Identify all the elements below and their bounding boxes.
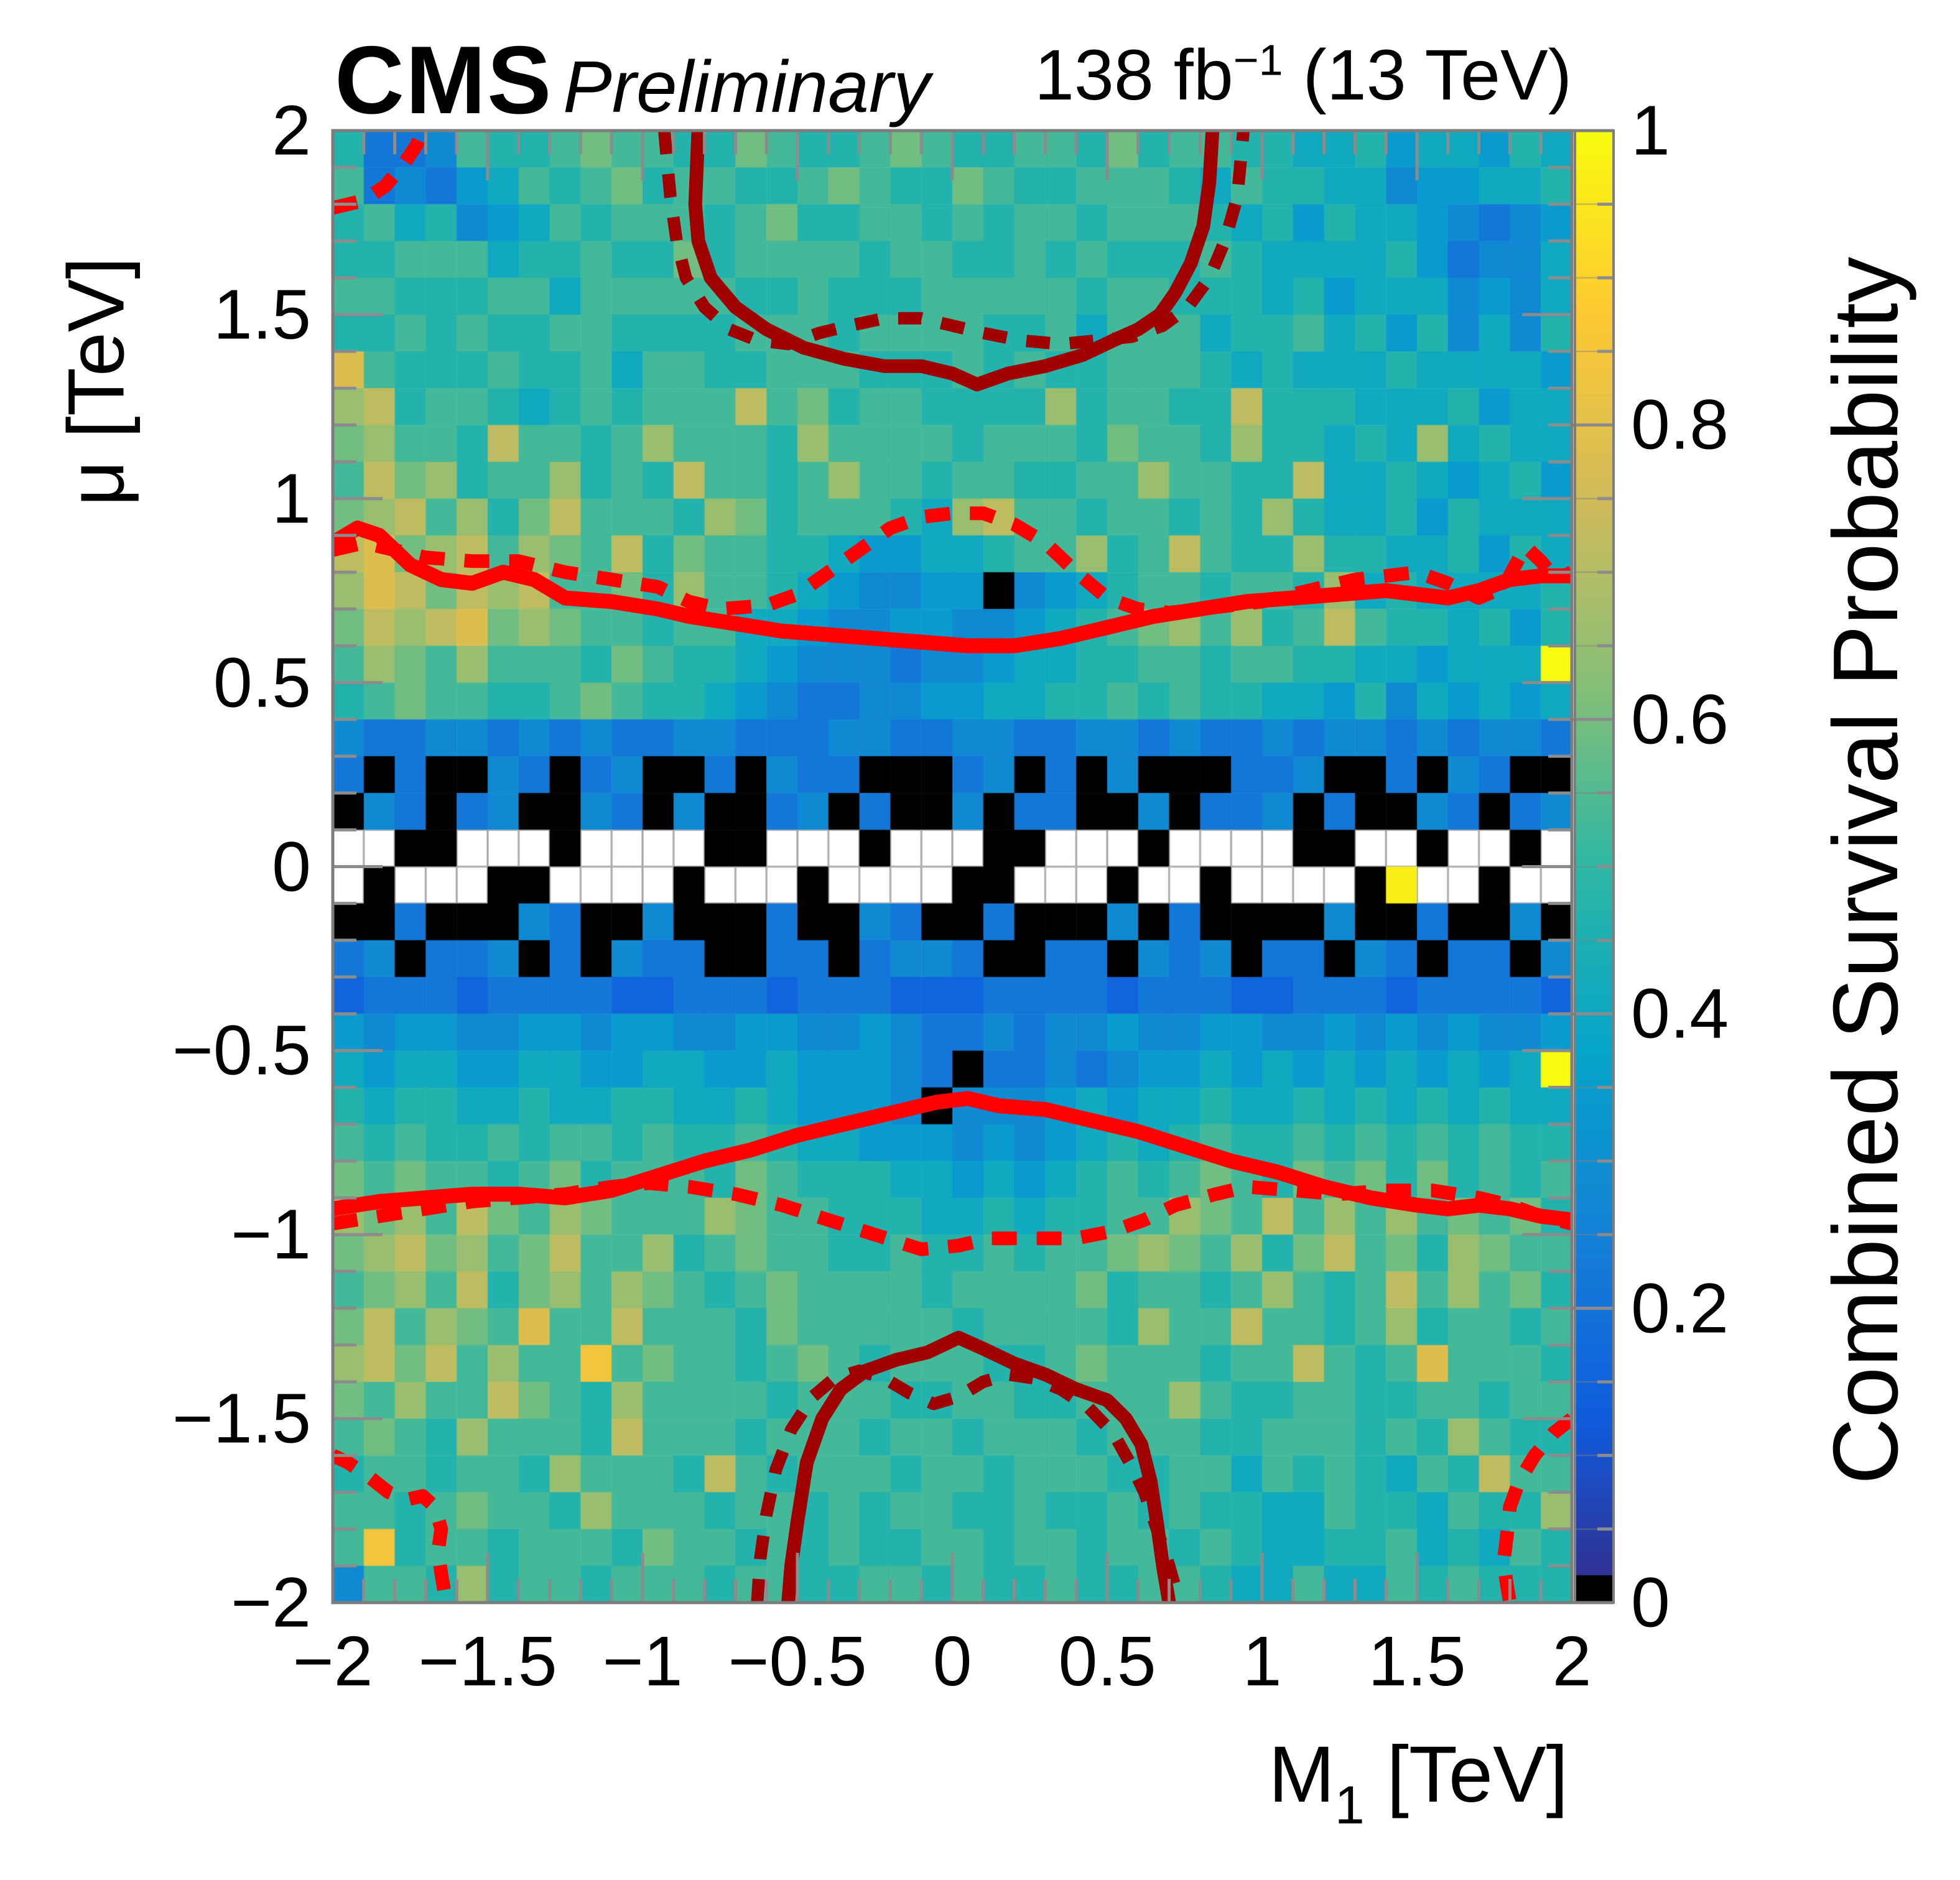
plot-frame	[331, 129, 1574, 1604]
contour-expected-bottom-left-corner	[333, 1449, 454, 1603]
colorbar-tick-label-0.2: 0.2	[1631, 1269, 1729, 1348]
x-axis-title-main: M	[1268, 1730, 1335, 1819]
y-tick-label-0.5: 0.5	[213, 643, 311, 722]
x-tick-label-2: 2	[1552, 1622, 1592, 1700]
x-tick-label-1.5: 1.5	[1368, 1622, 1466, 1700]
y-tick-label-−0.5: −0.5	[172, 1011, 311, 1090]
contour-darkred-observed-upper	[688, 131, 1220, 392]
x-tick-label-0.5: 0.5	[1058, 1622, 1156, 1700]
lumi-suffix: (13 TeV)	[1283, 35, 1572, 115]
lumi-exponent: −1	[1233, 35, 1283, 85]
contour-darkred-expected-lower	[751, 1364, 1185, 1603]
x-axis-title-sub: 1	[1334, 1776, 1365, 1835]
y-tick-label-1.5: 1.5	[213, 275, 311, 354]
colorbar-tick-label-0.8: 0.8	[1631, 385, 1729, 464]
lumi-prefix: 138 fb	[1034, 35, 1233, 115]
contour-expected-upper	[333, 506, 1572, 620]
contour-observed-upper	[333, 521, 1572, 654]
contour-expected-top-left-corner	[333, 131, 429, 215]
contour-expected-lower	[333, 1176, 1572, 1256]
x-tick-label-−0.5: −0.5	[728, 1622, 867, 1700]
colorbar-tick-label-0.6: 0.6	[1631, 680, 1729, 759]
x-tick-label-−2: −2	[292, 1622, 373, 1700]
x-tick-label-−1.5: −1.5	[418, 1622, 557, 1700]
x-axis-title: M1 [TeV]	[1268, 1729, 1568, 1836]
y-tick-label-2: 2	[272, 91, 311, 170]
cms-logo-text: CMS	[335, 26, 553, 134]
x-tick-label-0: 0	[932, 1622, 972, 1700]
contour-darkred-observed-lower	[781, 1330, 1176, 1603]
y-tick-label-−1.5: −1.5	[172, 1379, 311, 1458]
colorbar-tick-label-0.4: 0.4	[1631, 974, 1729, 1053]
colorbar-tick-label-1: 1	[1631, 91, 1670, 170]
x-tick-label-1: 1	[1242, 1622, 1282, 1700]
contour-expected-bottom-right-corner	[1497, 1413, 1572, 1603]
y-tick-label-−2: −2	[231, 1563, 311, 1642]
y-tick-label-−1: −1	[231, 1195, 311, 1274]
x-axis-title-units: [TeV]	[1364, 1730, 1568, 1819]
contour-darkred-expected-upper	[657, 131, 1250, 351]
y-tick-label-1: 1	[272, 459, 311, 538]
colorbar-frame	[1574, 129, 1615, 1604]
luminosity-label: 138 fb−1 (13 TeV)	[1034, 34, 1572, 116]
y-tick-label-0: 0	[272, 827, 311, 905]
preliminary-label: Preliminary	[563, 46, 931, 128]
colorbar-tick-label-0: 0	[1631, 1563, 1670, 1642]
x-tick-label-−1: −1	[602, 1622, 683, 1700]
